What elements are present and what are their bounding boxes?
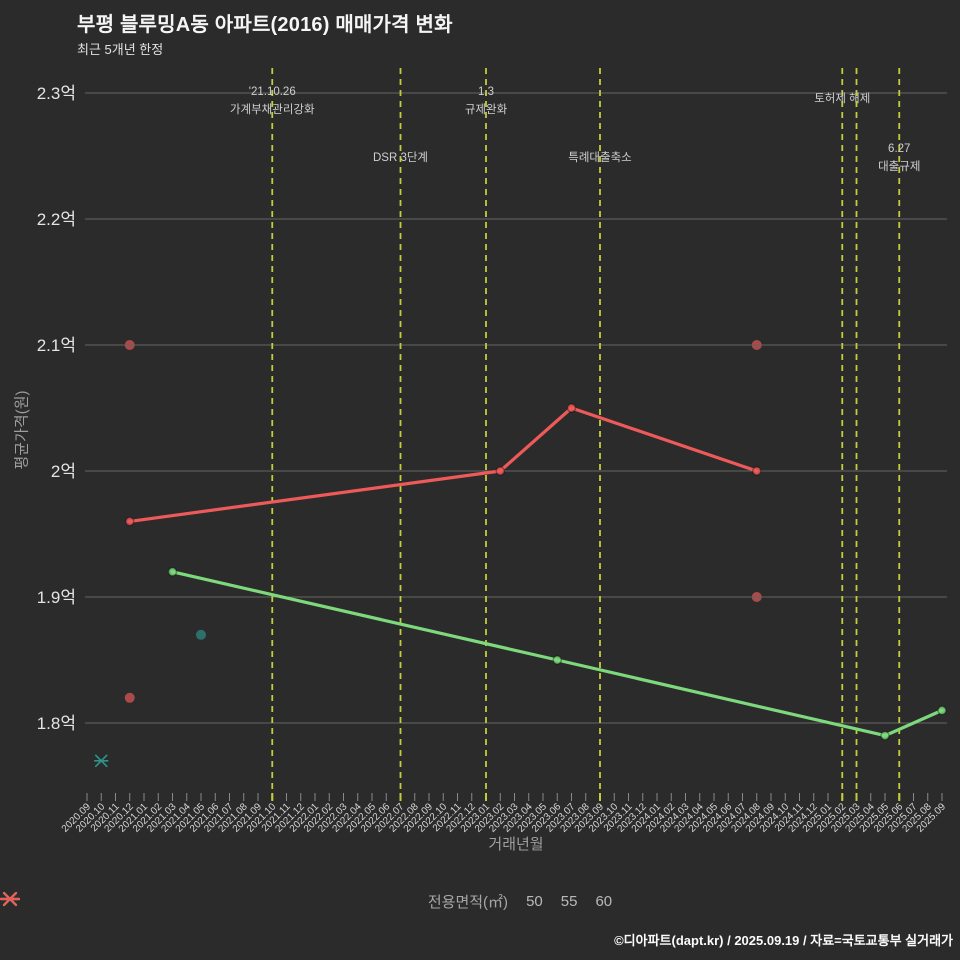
y-axis-tick-label: 1.9억 <box>37 588 76 607</box>
legend-item-50: 50 <box>0 891 543 910</box>
y-axis-tick-label: 2.3억 <box>37 84 76 103</box>
x-axis-title: 거래년월 <box>488 836 544 853</box>
page-title: 부평 블루밍A동 아파트(2016) 매매가격 변화 <box>77 14 453 36</box>
series-line-60 <box>128 406 759 524</box>
series-vertex-55 <box>880 730 890 741</box>
y-axis-title: 평균가격(원) <box>13 390 31 470</box>
event-annotation: DSR 3단계 <box>373 151 428 164</box>
data-point-60 <box>124 692 135 703</box>
y-axis-tick-label: 2억 <box>51 462 76 481</box>
legend-item-60: 60 <box>0 891 613 910</box>
event-annotation: 6.27 <box>888 143 910 155</box>
series-vertex-60 <box>566 403 577 413</box>
y-axis-tick-label: 2.1억 <box>37 336 76 355</box>
series-vertex-55 <box>167 567 178 577</box>
data-point-50 <box>196 629 206 640</box>
event-annotation: 1.3 <box>478 86 494 98</box>
series-vertex-60 <box>495 466 505 476</box>
series-vertex-60 <box>125 516 135 527</box>
series-line-55 <box>170 570 944 738</box>
legend-item-55: 55 <box>0 891 578 910</box>
y-axis-tick-label: 2.2억 <box>37 210 76 229</box>
series-vertex-60 <box>752 466 762 476</box>
marker-stroke <box>2 891 18 907</box>
event-annotation: 규제완화 <box>465 103 508 116</box>
legend-label: 55 <box>560 893 578 910</box>
page-subtitle: 최근 5개년 한정 <box>77 42 164 57</box>
y-axis-tick-label: 1.8억 <box>37 714 76 733</box>
series-x-marker-50 <box>93 754 109 768</box>
event-annotation: 특례대출축소 <box>568 151 631 164</box>
event-annotation: 토허제 해제 <box>814 92 870 105</box>
legend-label: 60 <box>595 893 613 910</box>
asterisk-marker-icon <box>0 891 20 907</box>
copyright-credit: ©디아파트(dapt.kr) / 2025.09.19 / 자료=국토교통부 실… <box>614 933 953 948</box>
series-vertex-55 <box>552 655 562 665</box>
legend-title: 전용면적(㎡) <box>427 894 509 911</box>
event-annotation: '21.10.26 <box>249 86 296 98</box>
legend: 전용면적(㎡) 50 55 60 <box>0 891 960 912</box>
series-vertex-55 <box>937 705 947 716</box>
legend-label: 50 <box>526 893 543 910</box>
event-annotation: 대출규제 <box>878 160 920 173</box>
event-annotation: 가계부채관리강화 <box>230 103 315 116</box>
